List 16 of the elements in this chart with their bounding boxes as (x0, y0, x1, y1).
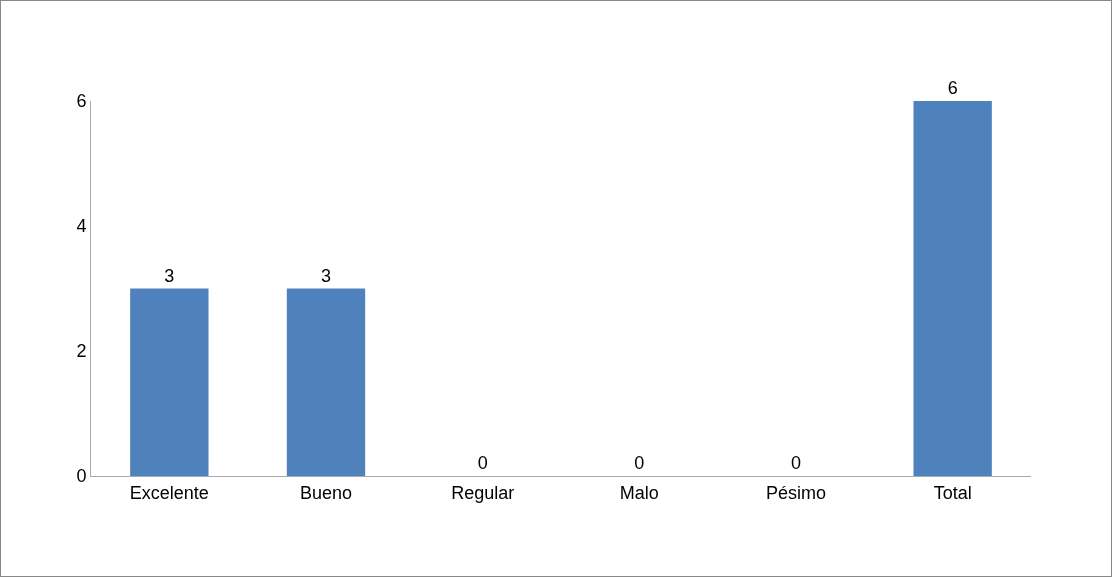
y-tick-label: 0 (76, 466, 87, 487)
x-tick-label: Malo (619, 482, 659, 503)
y-tick-label: 6 (76, 91, 87, 112)
y-tick-label: 4 (76, 216, 87, 237)
x-tick-label: Excelente (129, 482, 209, 503)
x-tick-label: Bueno (299, 482, 353, 503)
data-label: 0 (634, 453, 645, 473)
x-tick-label: Total (933, 482, 972, 503)
data-label: 0 (477, 453, 488, 473)
y-tick-label: 2 (76, 341, 87, 362)
data-label: 6 (947, 78, 958, 98)
data-label: 3 (320, 265, 332, 286)
x-tick-label: Regular (451, 482, 515, 503)
data-label: 0 (790, 453, 802, 473)
data-label: 3 (164, 265, 175, 286)
x-tick-label: Pésimo (765, 482, 827, 503)
